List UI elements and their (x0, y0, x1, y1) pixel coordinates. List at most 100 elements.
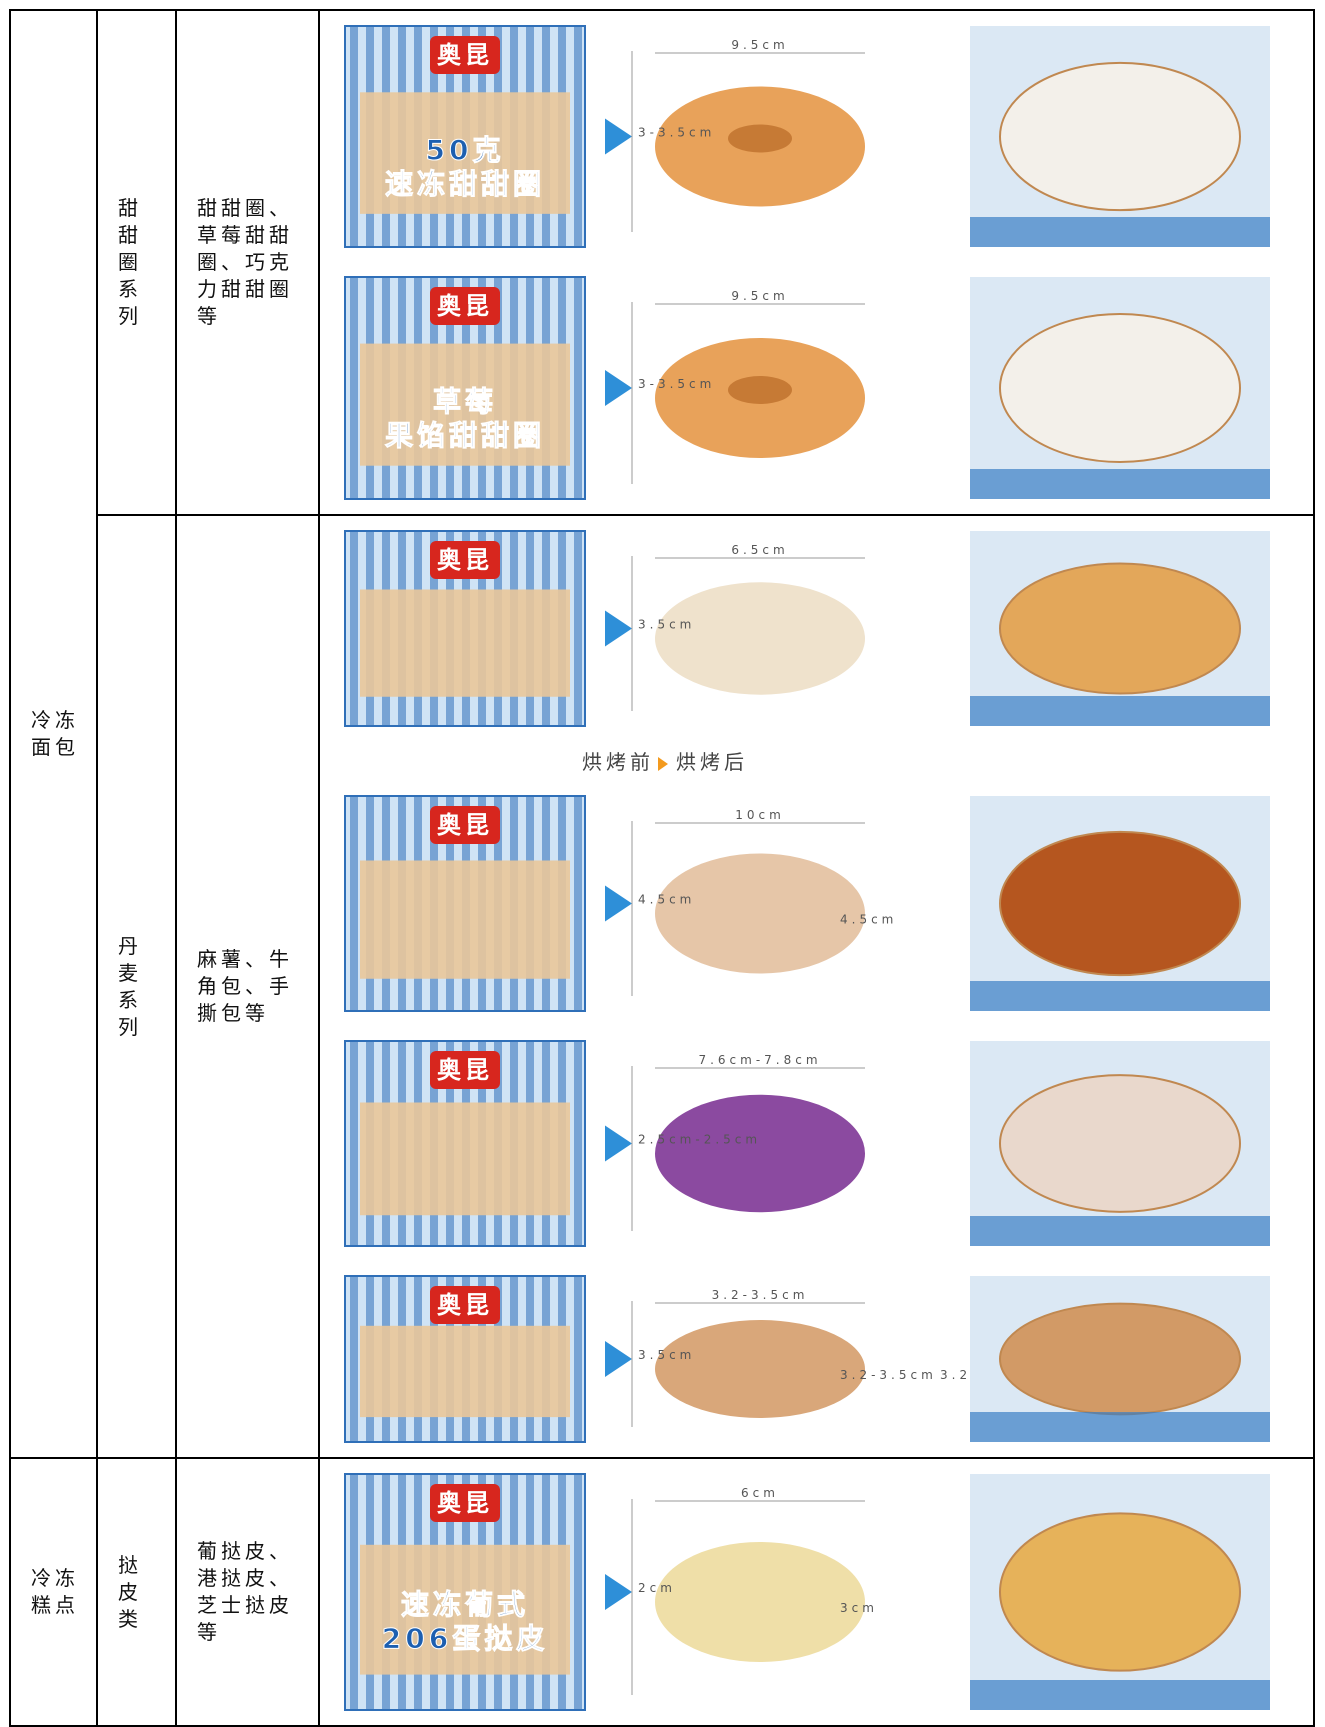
logo-bg (430, 1484, 500, 1522)
arrow (605, 610, 632, 647)
stripe (574, 1474, 582, 1710)
package-text: 206蛋挞皮 (382, 1622, 548, 1655)
dimension: 3-3.5cm (638, 126, 715, 140)
product (655, 1094, 865, 1213)
logo-bg (430, 1051, 500, 1089)
photo-product (999, 61, 1241, 212)
product (655, 1320, 865, 1418)
stripe (350, 26, 358, 247)
stripe (574, 1041, 582, 1246)
photo-band (970, 469, 1270, 499)
dimension: 3.2-3.5cm (712, 1288, 809, 1302)
photo-band (970, 217, 1270, 247)
product-table: 冷冻面包 甜甜圈系列 甜甜圈、草莓甜甜圈、巧克力甜甜圈等 奥昆 50克 速冻甜甜圈 9… (9, 9, 1315, 1727)
images: 奥昆 50克 速冻甜甜圈 9.5cm 3-3.5cm 奥昆 草莓 果馅甜甜圈 9.5cm 3-3.… (318, 9, 1315, 516)
package-window (360, 860, 570, 979)
caption-text: 烘烤前 (582, 750, 654, 774)
package-window (360, 1544, 570, 1675)
package-text: 奥昆 (437, 1489, 493, 1517)
package-text: 草莓 (433, 385, 497, 418)
logo-bg (430, 287, 500, 325)
package-window (360, 589, 570, 697)
row: 冷冻糕点 挞皮类 葡挞皮、港挞皮、芝士挞皮等 奥昆速冻葡式 206蛋挞皮 6cm 2c… (9, 1457, 1315, 1727)
dimension: 10cm (735, 808, 785, 822)
package-text: 速冻甜甜圈 (385, 167, 545, 200)
items: 麻薯、牛角包、手撕包等 (175, 514, 320, 1459)
arrow (605, 1574, 632, 1610)
package-window (360, 1325, 570, 1418)
dimension: 2.5cm-2.5cm (638, 1133, 761, 1147)
photo-band (970, 1412, 1270, 1442)
product-image: 奥昆 10cm 4.5cm 4.5cm (344, 795, 1270, 1012)
dimension: 6.5cm (731, 543, 788, 557)
logo-bg (430, 36, 500, 74)
hole (728, 124, 792, 153)
category: 冷冻糕点 (9, 1457, 98, 1727)
dimension: 2cm (638, 1581, 676, 1595)
logo-bg (430, 1286, 500, 1324)
dimension: 4.5cm (638, 893, 695, 907)
stripe (350, 531, 358, 726)
stripe (574, 531, 582, 726)
stripe (350, 1474, 358, 1710)
caption-arrow (658, 757, 668, 771)
items: 葡挞皮、港挞皮、芝士挞皮等 (175, 1457, 320, 1727)
dimension: 9.5cm (731, 38, 788, 52)
caption-text: 烘烤后 (676, 750, 748, 774)
package: 奥昆 (344, 795, 586, 1012)
stripe (574, 1276, 582, 1442)
package-text: 奥昆 (437, 292, 493, 320)
dimension: 4.5cm (840, 913, 897, 927)
dimension: 3.5cm (638, 618, 695, 632)
package-window (360, 92, 570, 214)
package: 奥昆 (344, 1275, 586, 1443)
product (655, 853, 865, 974)
series: 挞皮类 (96, 1457, 177, 1727)
series: 丹麦系列 (96, 514, 177, 1459)
package: 奥昆 (344, 530, 586, 727)
arrow (605, 885, 632, 922)
dimension: 3cm (840, 1601, 878, 1615)
category: 冷冻面包 (9, 9, 98, 1459)
product-image: 奥昆 6.5cm 3.5cm (344, 530, 1270, 727)
logo-bg (430, 806, 500, 844)
package-text: 奥昆 (437, 811, 493, 839)
arrow (605, 1125, 632, 1162)
row: 冷冻面包 甜甜圈系列 甜甜圈、草莓甜甜圈、巧克力甜甜圈等 奥昆 50克 速冻甜甜圈 9… (9, 9, 1315, 1459)
dimension: 6cm (741, 1486, 779, 1500)
dimension: 3.2-3.5cm (840, 1368, 937, 1382)
images: 奥昆速冻葡式 206蛋挞皮 6cm 2cm 3cm (318, 1457, 1315, 1727)
photo-band (970, 1680, 1270, 1710)
package-text: 50克 (426, 133, 505, 166)
package-window (360, 1102, 570, 1216)
stripe (350, 277, 358, 499)
dimension: 3.5cm (638, 1348, 695, 1362)
package-text: 速冻葡式 (401, 1588, 529, 1621)
photo-band (970, 696, 1270, 726)
photo-band (970, 981, 1270, 1011)
dimension: 7.6cm-7.8cm (698, 1053, 821, 1067)
package-window (360, 343, 570, 466)
dimension: 3-3.5cm (638, 377, 715, 391)
product (655, 582, 865, 695)
photo-product (999, 1512, 1241, 1672)
photo-band (970, 1216, 1270, 1246)
product-image: 奥昆 7.6cm-7.8cm 2.5cm-2.5cm (344, 1040, 1270, 1247)
row: 丹麦系列 麻薯、牛角包、手撕包等 奥昆 6.5cm 3.5cm 烘烤前 烘烤后 奥昆 10c… (10, 514, 1315, 1459)
stripe (574, 26, 582, 247)
photo-product (999, 1302, 1241, 1416)
dimension: 9.5cm (731, 289, 788, 303)
photo-product (999, 562, 1241, 695)
images: 奥昆 6.5cm 3.5cm 烘烤前 烘烤后 奥昆 10cm 4.5cm 4.5cm 奥昆 7.6c… (318, 514, 1315, 1459)
stripe (574, 277, 582, 499)
logo-bg (430, 541, 500, 579)
package-text: 果馅甜甜圈 (385, 419, 545, 452)
photo-product (999, 313, 1241, 463)
package: 奥昆 (344, 1040, 586, 1247)
photo-product (999, 1074, 1241, 1213)
